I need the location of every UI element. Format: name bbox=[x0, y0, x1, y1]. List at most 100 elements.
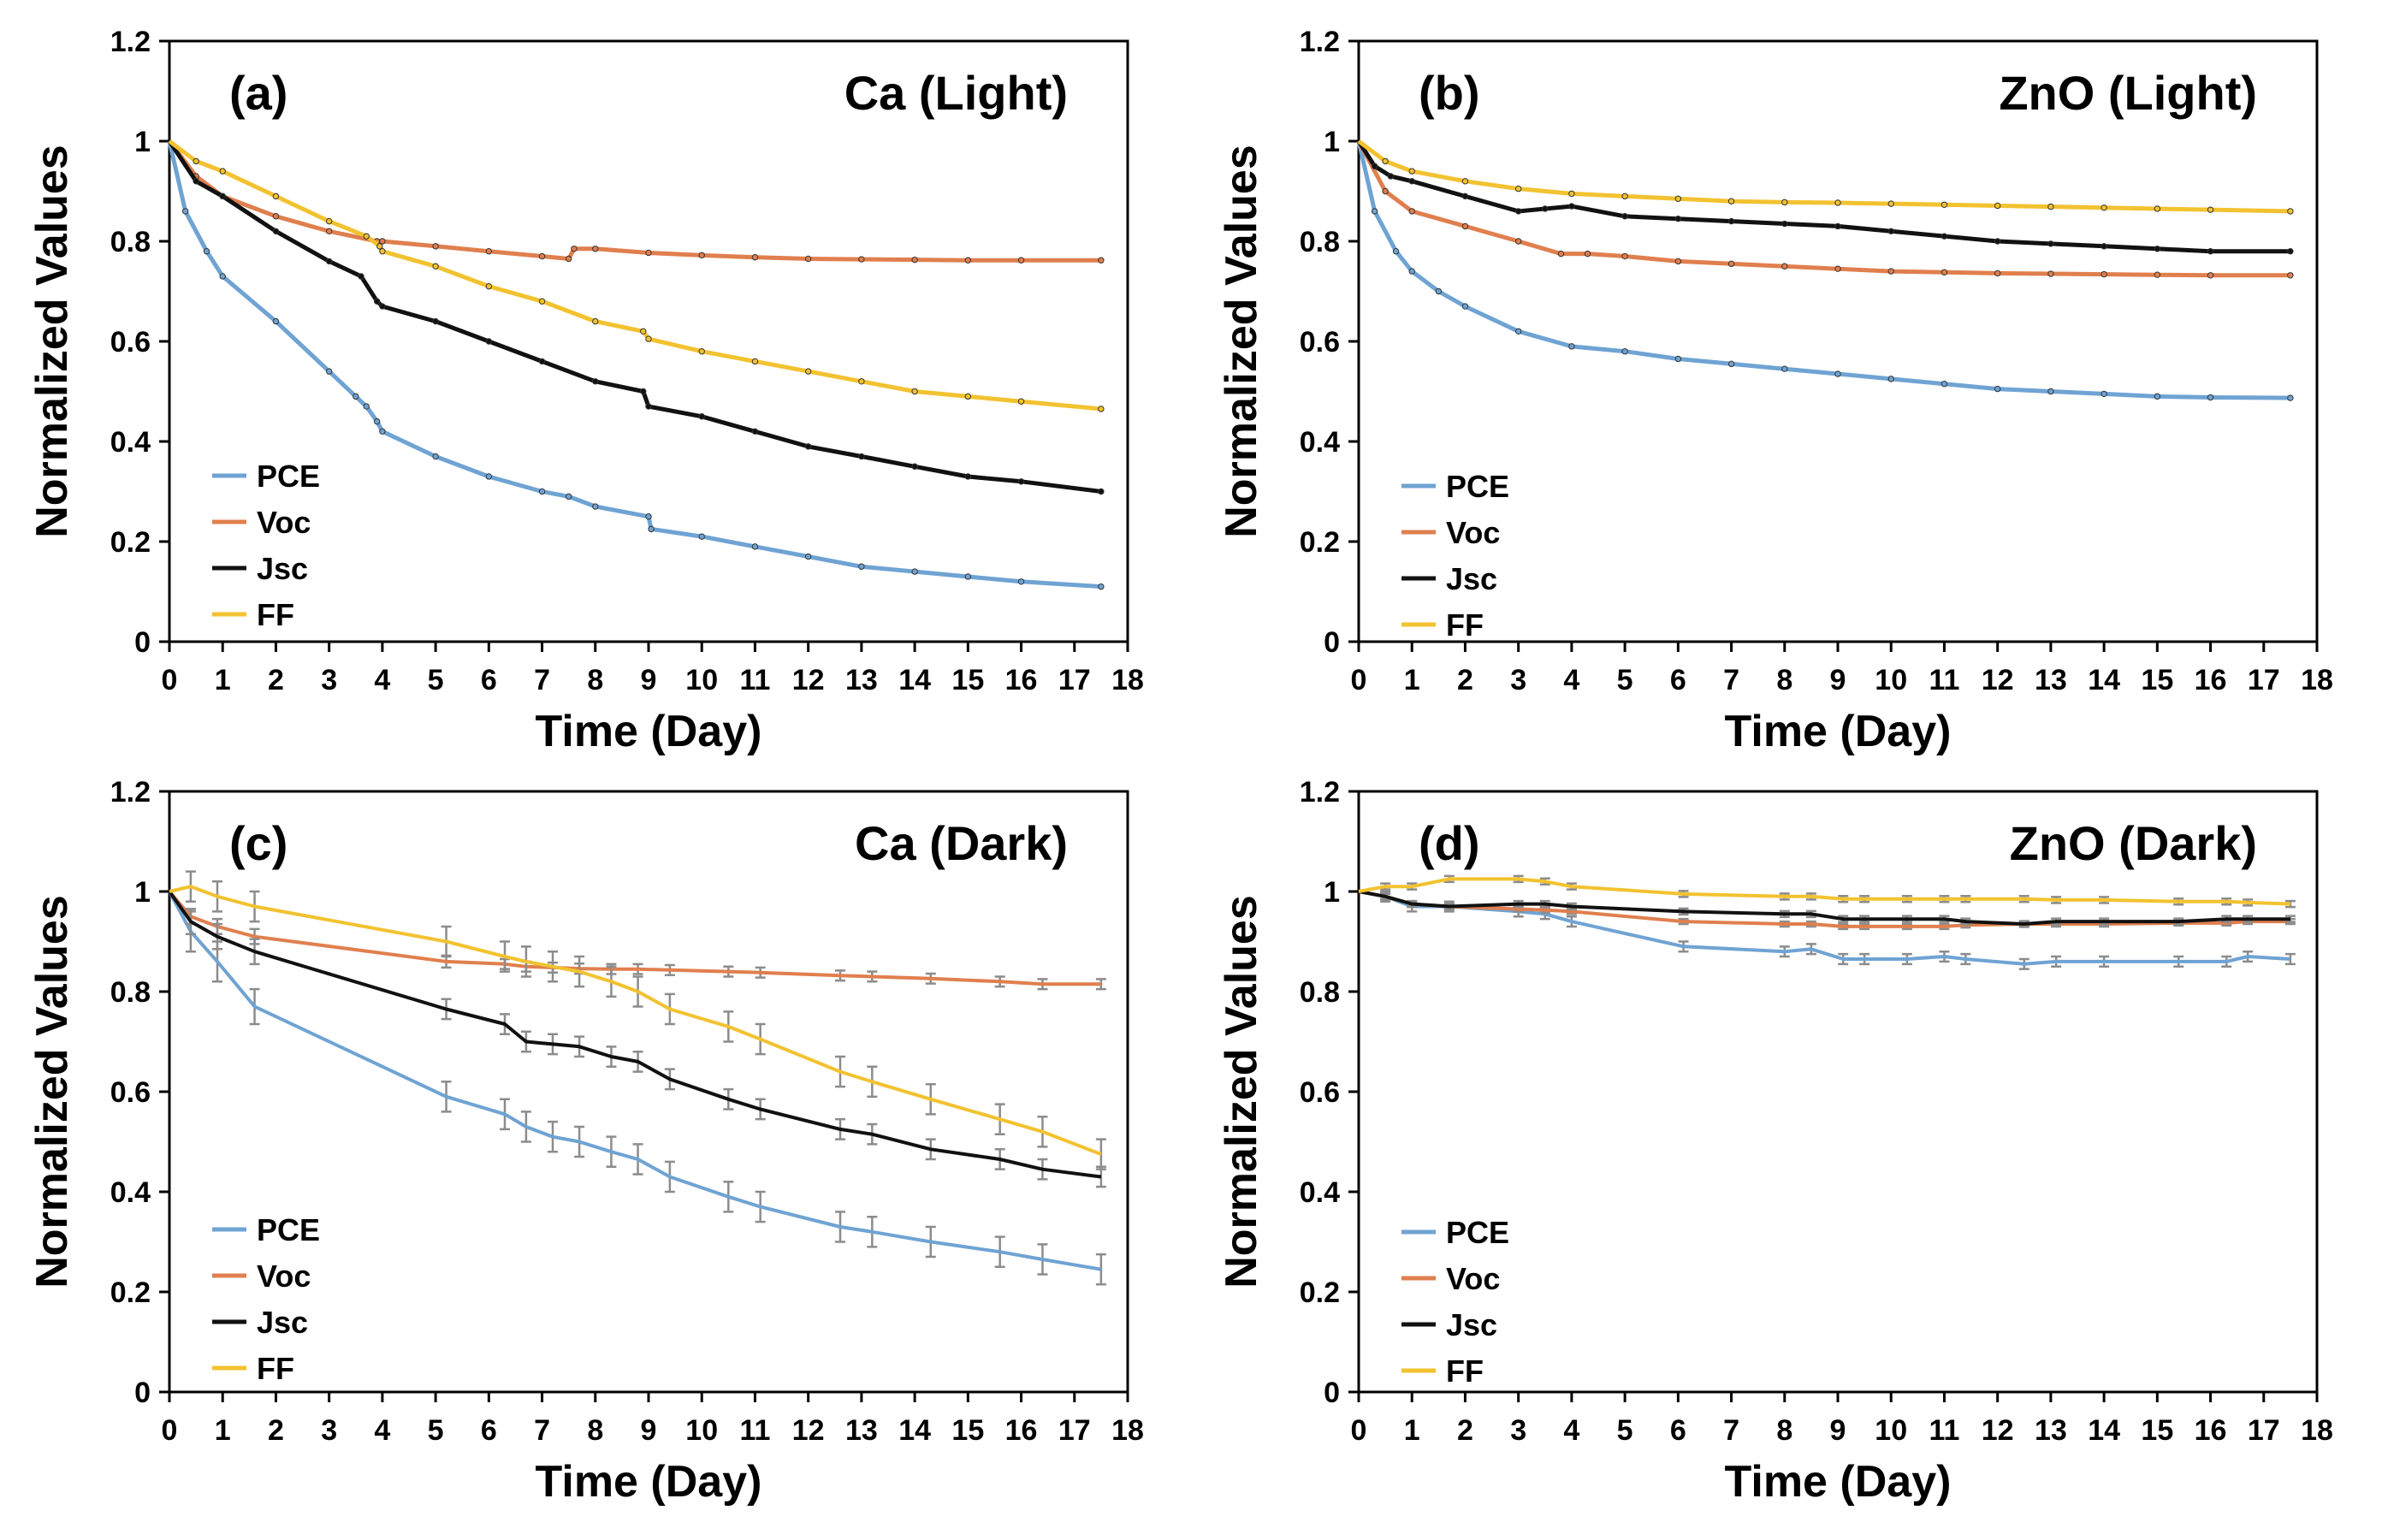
data-point bbox=[485, 473, 493, 480]
data-point bbox=[565, 255, 572, 263]
y-tick-label: 0.8 bbox=[1300, 976, 1340, 1009]
data-point bbox=[1994, 202, 2001, 210]
data-point bbox=[1621, 252, 1628, 260]
data-point bbox=[325, 217, 333, 225]
data-point bbox=[640, 388, 647, 395]
data-point bbox=[379, 238, 386, 245]
legend-label: Jsc bbox=[1446, 561, 1497, 596]
x-tick-label: 4 bbox=[374, 1414, 390, 1447]
x-tick-label: 3 bbox=[321, 1414, 337, 1447]
data-point bbox=[1568, 190, 1575, 198]
data-point bbox=[751, 254, 759, 261]
x-tick-label: 1 bbox=[215, 1414, 231, 1447]
panel-label: (c) bbox=[229, 816, 287, 870]
data-point bbox=[2154, 205, 2161, 212]
x-tick-label: 16 bbox=[2195, 1414, 2227, 1447]
legend-label: PCE bbox=[257, 459, 320, 494]
data-point bbox=[353, 393, 359, 400]
panel-title: Ca (Light) bbox=[844, 66, 1068, 120]
data-point bbox=[2047, 240, 2054, 247]
x-tick-label: 9 bbox=[1830, 664, 1846, 696]
x-tick-label: 5 bbox=[1617, 1414, 1633, 1447]
data-point bbox=[858, 453, 865, 460]
data-point bbox=[1727, 198, 1735, 204]
data-point bbox=[272, 228, 280, 234]
y-tick-label: 0.6 bbox=[1300, 1076, 1340, 1109]
data-point bbox=[1382, 187, 1389, 195]
x-tick-label: 12 bbox=[1982, 1414, 2014, 1447]
x-tick-label: 5 bbox=[1617, 664, 1633, 696]
x-tick-label: 4 bbox=[1563, 664, 1579, 696]
data-point bbox=[1781, 365, 1788, 372]
x-axis-title: Time (Day) bbox=[536, 707, 762, 756]
series-line bbox=[168, 139, 1101, 263]
y-tick-label: 0.4 bbox=[110, 426, 151, 459]
data-point bbox=[804, 255, 812, 263]
x-tick-label: 13 bbox=[845, 664, 878, 696]
data-point bbox=[1941, 233, 1948, 240]
y-axis-title: Normalized Values bbox=[27, 145, 77, 538]
series-pce bbox=[168, 891, 1106, 1286]
series-line bbox=[168, 890, 1102, 1179]
data-point bbox=[1408, 168, 1415, 175]
series-line bbox=[168, 139, 1102, 412]
y-tick-label: 0 bbox=[1324, 1377, 1340, 1409]
legend-label: Voc bbox=[257, 1259, 311, 1294]
y-tick-label: 0.4 bbox=[1300, 1176, 1340, 1209]
x-tick-label: 11 bbox=[1929, 664, 1959, 696]
chart-panel-3: 00.20.40.60.811.20 1 2 3 4 5 6 7 8 9 10 11 12 13 14 15 1… bbox=[27, 776, 1144, 1507]
data-point bbox=[1834, 199, 1841, 206]
x-tick-label: 6 bbox=[481, 664, 497, 696]
legend-label: FF bbox=[257, 1351, 294, 1386]
data-point bbox=[1994, 238, 2001, 245]
x-tick-label: 2 bbox=[268, 664, 284, 696]
y-tick-label: 1.2 bbox=[110, 26, 151, 58]
data-point bbox=[1887, 268, 1894, 275]
legend-label: Jsc bbox=[257, 1305, 308, 1340]
data-point bbox=[1727, 360, 1735, 368]
data-point bbox=[1098, 488, 1105, 495]
x-tick-label: 6 bbox=[481, 1414, 497, 1447]
data-point bbox=[2101, 243, 2107, 250]
legend-label: Voc bbox=[1446, 515, 1500, 550]
data-point bbox=[538, 358, 546, 365]
data-point bbox=[1098, 257, 1105, 264]
x-axis-title: Time (Day) bbox=[1725, 707, 1952, 756]
data-point bbox=[2287, 394, 2294, 401]
y-tick-label: 0.8 bbox=[110, 976, 151, 1009]
data-point bbox=[1781, 263, 1788, 270]
data-point bbox=[858, 563, 865, 570]
data-point bbox=[1408, 178, 1415, 185]
x-tick-label: 14 bbox=[2088, 1414, 2120, 1447]
data-point bbox=[1887, 376, 1894, 382]
x-tick-label: 1 bbox=[1404, 664, 1420, 696]
x-tick-label: 4 bbox=[1563, 1414, 1579, 1447]
legend-label: Jsc bbox=[1446, 1307, 1497, 1342]
y-axis-title: Normalized Values bbox=[27, 895, 77, 1288]
data-point bbox=[538, 252, 546, 260]
data-point bbox=[485, 282, 493, 290]
data-point bbox=[2154, 271, 2161, 278]
series-ff bbox=[169, 870, 1106, 1170]
y-tick-label: 1 bbox=[1324, 126, 1340, 158]
x-tick-label: 16 bbox=[1005, 1414, 1038, 1447]
series-line bbox=[1358, 877, 2290, 906]
x-tick-label: 7 bbox=[534, 1414, 550, 1447]
data-point bbox=[1674, 355, 1682, 363]
data-point bbox=[964, 257, 972, 264]
x-tick-label: 14 bbox=[898, 1414, 931, 1447]
data-point bbox=[592, 317, 599, 325]
y-tick-label: 0.6 bbox=[1300, 326, 1340, 358]
legend-label: Voc bbox=[1446, 1261, 1500, 1296]
y-axis-title: Normalized Values bbox=[1217, 895, 1266, 1288]
y-tick-label: 1.2 bbox=[110, 776, 151, 808]
x-axis-title: Time (Day) bbox=[1725, 1457, 1952, 1507]
series-line bbox=[169, 885, 1102, 1156]
data-point bbox=[203, 248, 210, 255]
series-line bbox=[168, 891, 1102, 1271]
x-tick-label: 5 bbox=[428, 1414, 444, 1447]
y-tick-label: 0.2 bbox=[110, 1276, 151, 1309]
data-point bbox=[1781, 198, 1788, 206]
data-point bbox=[858, 256, 865, 263]
data-point bbox=[592, 246, 599, 252]
